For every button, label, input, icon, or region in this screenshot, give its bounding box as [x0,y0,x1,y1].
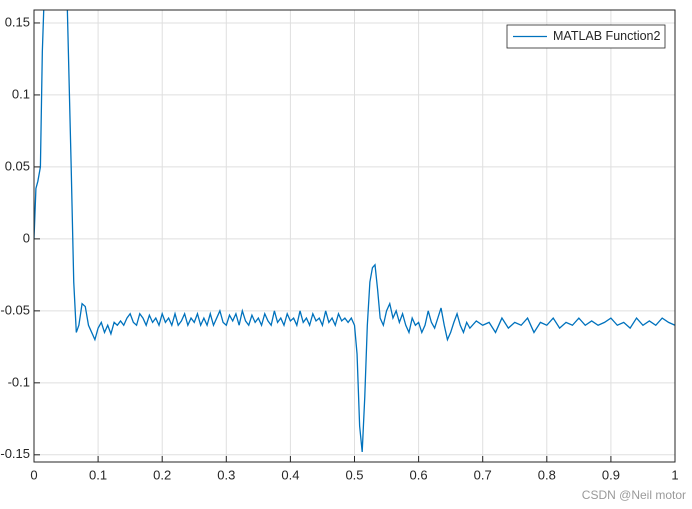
y-tick-label: -0.1 [8,374,30,389]
x-tick-label: 0.2 [153,467,171,482]
x-tick-label: 0.8 [538,467,556,482]
y-tick-label: 0.05 [5,158,30,173]
line-series [34,10,675,452]
x-tick-label: 0.7 [474,467,492,482]
x-tick-label: 0.9 [602,467,620,482]
x-tick-label: 1 [671,467,678,482]
y-tick-label: 0.1 [12,86,30,101]
lines [34,10,675,452]
y-tick-label: -0.05 [0,302,30,317]
legend-box [506,24,666,49]
y-tick-label: 0 [23,230,30,245]
watermark: CSDN @Neil motor [582,488,686,502]
legend-label: MATLAB Function2 [553,29,661,43]
y-tick-label: -0.15 [0,446,30,461]
x-tick-label: 0.4 [281,467,299,482]
x-tick-label: 0 [30,467,37,482]
legend: MATLAB Function2 [506,24,666,49]
x-tick-label: 0.1 [89,467,107,482]
y-tick-label: 0.15 [5,14,30,29]
x-tick-label: 0.3 [217,467,235,482]
x-tick-label: 0.5 [345,467,363,482]
ticks: 0 0.1 0.2 0.3 0.4 0.5 0.6 0.7 0.8 0.9 1 -0.15 -0.1 -0… [0,14,678,482]
x-tick-label: 0.6 [410,467,428,482]
